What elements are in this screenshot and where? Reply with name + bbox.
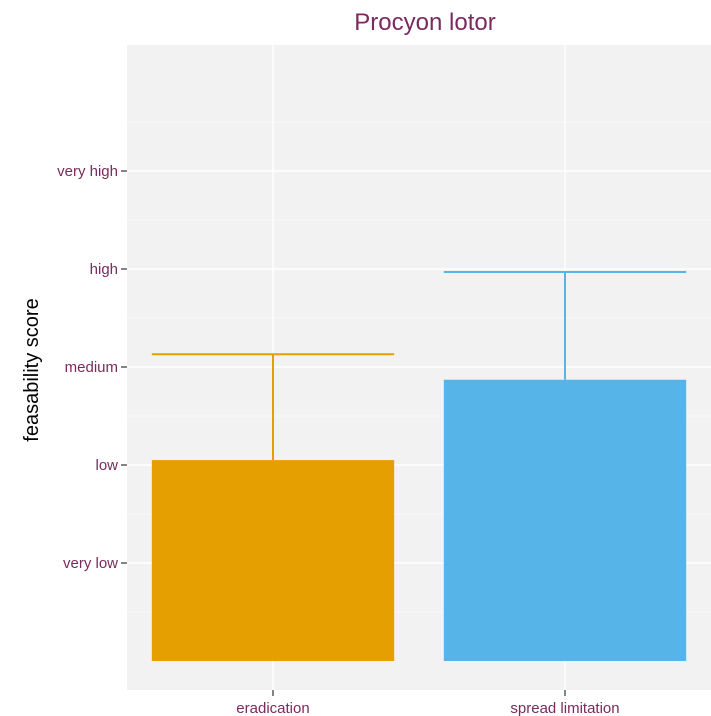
x-axis: eradication spread limitation — [236, 690, 620, 716]
bars — [151, 379, 687, 661]
bar-eradication — [151, 460, 395, 661]
chart-title: Procyon lotor — [354, 9, 495, 36]
y-axis: very low low medium high very high — [57, 163, 127, 572]
error-bars — [151, 270, 687, 461]
y-tick-label: very high — [57, 163, 118, 180]
bar-spread-limitation — [443, 379, 687, 661]
y-tick-label: low — [95, 457, 118, 474]
y-tick-label: medium — [65, 359, 118, 376]
y-tick-label: very low — [63, 555, 118, 572]
x-tick-label: eradication — [236, 700, 309, 716]
y-tick-label: high — [90, 261, 118, 278]
x-tick-label: spread limitation — [510, 700, 619, 716]
y-axis-title: feasability score — [21, 298, 43, 441]
